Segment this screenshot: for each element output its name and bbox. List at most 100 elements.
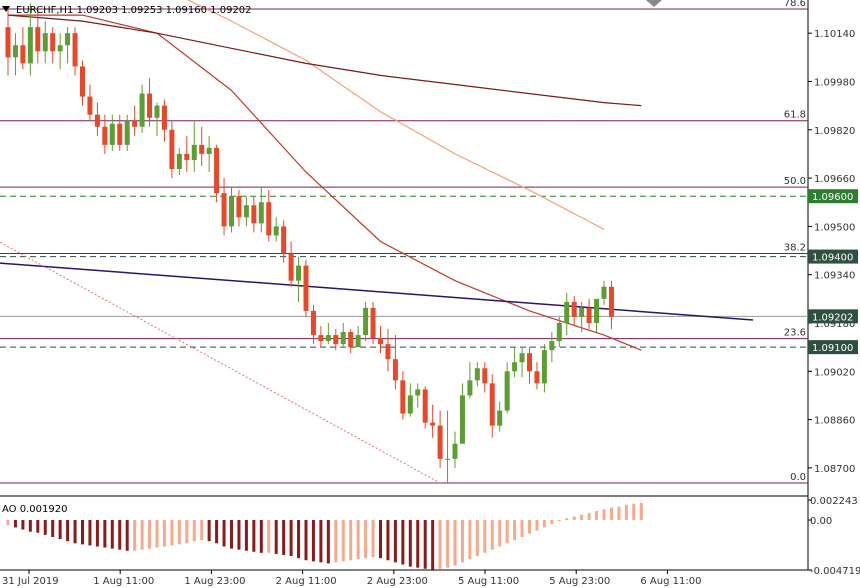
candle[interactable]	[206, 135, 212, 173]
candle[interactable]	[296, 256, 302, 302]
candle[interactable]	[229, 187, 234, 233]
candle[interactable]	[303, 259, 309, 317]
candle[interactable]	[556, 316, 562, 348]
candle[interactable]	[541, 344, 547, 393]
x-tick-label: 2 Aug 23:00	[367, 576, 428, 587]
candle[interactable]	[534, 362, 540, 390]
candle[interactable]	[147, 78, 153, 127]
candle[interactable]	[80, 60, 85, 106]
candle[interactable]	[504, 362, 510, 414]
candle[interactable]	[400, 371, 406, 420]
candle[interactable]	[407, 383, 413, 417]
candle[interactable]	[422, 386, 428, 429]
ma-mid-line[interactable]	[8, 0, 605, 230]
candle[interactable]	[325, 322, 331, 345]
candle[interactable]	[430, 404, 436, 438]
candle[interactable]	[132, 105, 138, 136]
candle[interactable]	[273, 217, 279, 242]
candle[interactable]	[318, 326, 324, 348]
candle[interactable]	[608, 280, 614, 330]
ma-fast-line[interactable]	[8, 14, 642, 351]
candle[interactable]	[519, 347, 525, 378]
candle[interactable]	[355, 326, 361, 348]
candle[interactable]	[87, 84, 93, 121]
ao-bar	[520, 520, 524, 537]
ao-bar	[162, 520, 166, 547]
candle[interactable]	[437, 410, 443, 468]
ao-bar	[13, 520, 17, 528]
candle[interactable]	[139, 84, 145, 133]
candle[interactable]	[482, 362, 488, 393]
candle[interactable]	[415, 383, 421, 408]
candle[interactable]	[102, 114, 108, 154]
candle[interactable]	[333, 329, 339, 351]
candle[interactable]	[459, 383, 465, 444]
candle[interactable]	[161, 99, 167, 142]
triangle-down-icon[interactable]	[2, 6, 10, 12]
candle[interactable]	[370, 301, 376, 345]
channel-line[interactable]	[0, 239, 441, 484]
y-tick-label: 1.09500	[814, 222, 855, 233]
candle[interactable]	[169, 120, 175, 179]
candle[interactable]	[288, 241, 294, 287]
candle[interactable]	[579, 301, 585, 333]
candle[interactable]	[564, 292, 570, 336]
candle[interactable]	[251, 196, 257, 233]
candle[interactable]	[109, 114, 115, 151]
candle[interactable]	[340, 322, 346, 348]
candle[interactable]	[5, 9, 11, 76]
candle[interactable]	[65, 27, 71, 64]
candle[interactable]	[12, 33, 18, 76]
candle[interactable]	[512, 347, 518, 378]
scroll-marker-icon[interactable]	[646, 0, 662, 7]
candle[interactable]	[20, 27, 26, 70]
candle[interactable]	[42, 21, 48, 64]
candle[interactable]	[586, 298, 592, 330]
ao-bar	[364, 520, 368, 559]
candle[interactable]	[549, 332, 555, 363]
candle[interactable]	[236, 190, 242, 227]
candle[interactable]	[72, 27, 78, 76]
trendline[interactable]	[0, 262, 754, 321]
candle[interactable]	[199, 126, 205, 167]
ma-slow-line[interactable]	[7, 14, 642, 107]
candle[interactable]	[258, 187, 264, 233]
candle[interactable]	[35, 9, 41, 64]
candle[interactable]	[497, 401, 503, 432]
candle[interactable]	[571, 295, 577, 327]
y-tick-label: 1.09340	[814, 271, 855, 282]
candle[interactable]	[94, 102, 100, 136]
candle[interactable]	[243, 196, 249, 227]
candle[interactable]	[176, 147, 182, 176]
candle[interactable]	[214, 144, 220, 203]
candle[interactable]	[154, 102, 160, 136]
candle[interactable]	[27, 3, 33, 76]
candle[interactable]	[601, 280, 607, 305]
candle[interactable]	[392, 335, 398, 390]
ao-bar	[133, 520, 137, 551]
candle[interactable]	[348, 329, 354, 354]
candle[interactable]	[445, 410, 451, 483]
candle[interactable]	[474, 362, 480, 387]
candle[interactable]	[184, 135, 190, 173]
ao-bar	[557, 520, 561, 522]
candle[interactable]	[378, 326, 383, 354]
candle[interactable]	[310, 304, 316, 345]
candle[interactable]	[363, 301, 369, 342]
candle-body	[459, 395, 465, 444]
candle[interactable]	[467, 362, 473, 399]
candle[interactable]	[489, 374, 495, 438]
candle[interactable]	[50, 27, 56, 64]
candle[interactable]	[281, 220, 287, 263]
candle[interactable]	[221, 178, 227, 236]
candle[interactable]	[191, 120, 197, 173]
candle[interactable]	[124, 114, 130, 151]
candle[interactable]	[117, 114, 123, 151]
candle[interactable]	[452, 431, 458, 468]
candle[interactable]	[594, 298, 600, 333]
candle[interactable]	[527, 347, 532, 384]
candle[interactable]	[385, 329, 391, 372]
candle[interactable]	[266, 190, 272, 242]
candle[interactable]	[57, 33, 63, 70]
